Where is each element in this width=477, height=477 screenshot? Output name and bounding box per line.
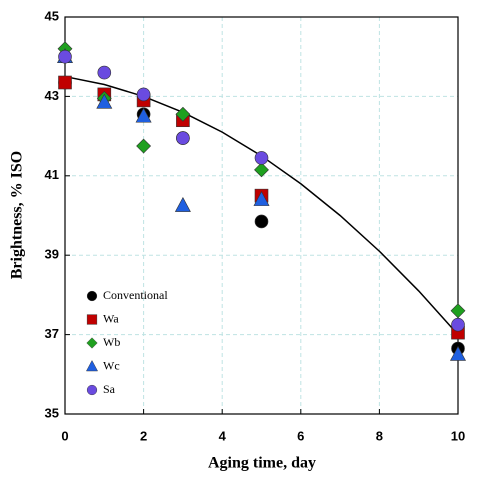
y-tick-label: 43 [45,88,59,103]
data-point [254,162,269,178]
legend-marker [85,360,99,372]
data-point [254,151,269,165]
x-tick-label: 0 [61,428,68,443]
x-tick-label: 8 [376,428,383,443]
x-tick-label: 6 [297,428,304,443]
data-point [136,138,152,154]
y-tick-label: 45 [45,8,59,23]
y-tick-label: 39 [45,247,59,262]
data-point [58,75,72,90]
y-tick-label: 37 [45,326,59,341]
data-point [97,65,112,80]
y-tick-label: 35 [45,405,59,420]
data-point [176,131,190,145]
data-point [449,345,467,361]
legend-marker [86,314,98,325]
data-point [174,196,191,212]
data-point [96,93,113,109]
data-point [136,87,151,102]
data-point [451,317,465,332]
x-tick-label: 10 [451,428,465,443]
legend-label: Conventional [103,288,168,302]
data-point [175,106,191,122]
legend-marker [86,290,98,302]
data-point [135,107,152,123]
legend-label: Wc [103,358,120,372]
legend-label: Sa [103,382,116,396]
y-axis-title: Brightness, % ISO [9,151,26,279]
data-point [254,214,269,229]
plot-frame [64,16,459,415]
x-tick-label: 4 [219,428,227,443]
x-tick-label: 2 [140,428,147,443]
legend-marker [86,384,98,396]
legend-label: Wb [103,335,120,349]
x-axis-title: Aging time, day [208,455,316,472]
data-point [58,49,72,64]
y-tick-label: 41 [45,167,59,182]
data-point [253,190,270,206]
data-point [450,303,466,319]
legend-label: Wa [103,311,119,325]
legend-marker [86,337,98,349]
